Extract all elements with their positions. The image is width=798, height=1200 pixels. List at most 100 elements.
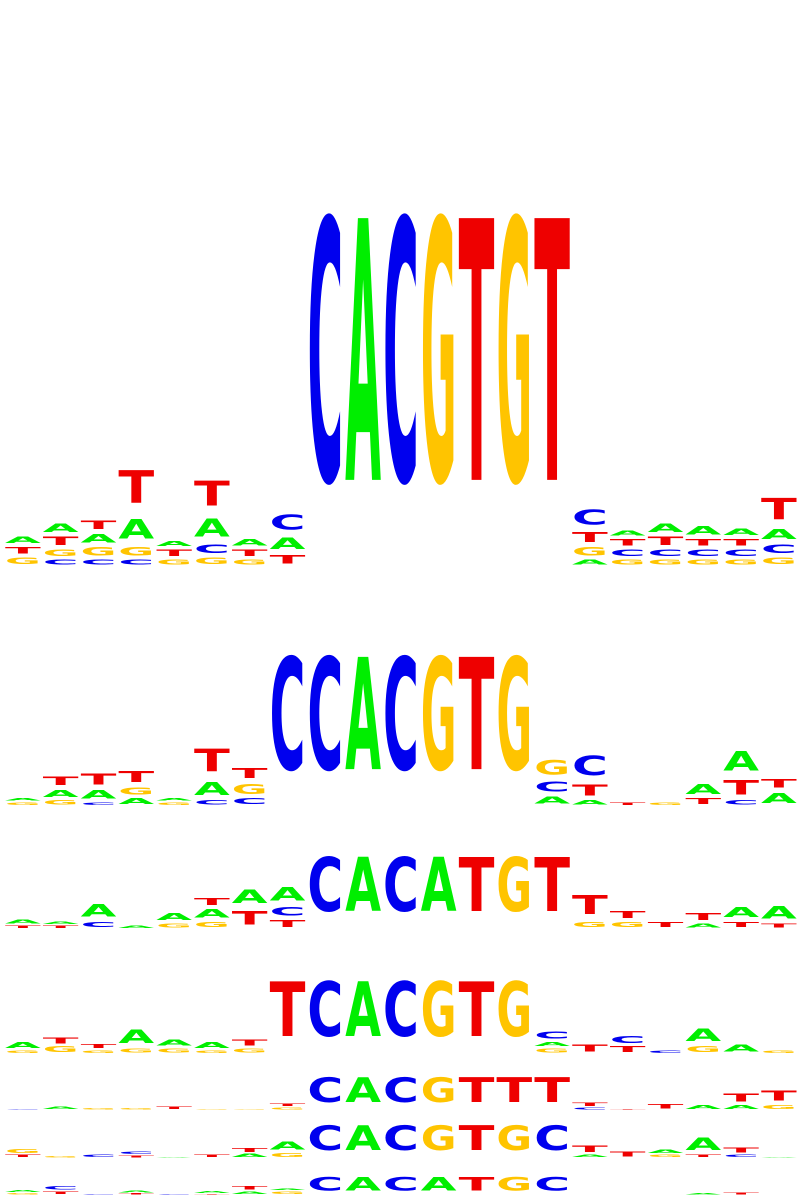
nucleotide-G: G bbox=[685, 558, 721, 566]
nucleotide-A: A bbox=[118, 797, 154, 806]
nucleotide-A: A bbox=[534, 1041, 570, 1048]
nucleotide-T: T bbox=[572, 529, 608, 545]
nucleotide-G: G bbox=[194, 921, 230, 930]
logo-column: G bbox=[496, 149, 532, 566]
nucleotide-C: C bbox=[270, 905, 306, 918]
logo-column: G bbox=[43, 1156, 79, 1158]
nucleotide-T: T bbox=[572, 890, 609, 920]
nucleotide-G: G bbox=[270, 1107, 306, 1110]
nucleotide-T: T bbox=[685, 797, 721, 806]
nucleotide-C: C bbox=[723, 799, 759, 806]
nucleotide-C: C bbox=[81, 558, 117, 566]
nucleotide-A: A bbox=[421, 1173, 458, 1195]
nucleotide-C: C bbox=[572, 1107, 608, 1110]
nucleotide-A: A bbox=[194, 1191, 231, 1194]
nucleotide-T: T bbox=[459, 1173, 495, 1195]
nucleotide-T: T bbox=[118, 461, 155, 513]
nucleotide-A: A bbox=[270, 1188, 307, 1190]
logo-column: C bbox=[307, 1070, 343, 1110]
logo-column: C bbox=[383, 1118, 419, 1158]
nucleotide-G: G bbox=[648, 1154, 684, 1158]
nucleotide-T: T bbox=[118, 768, 155, 786]
logo-column: C bbox=[383, 1173, 419, 1195]
logo-column: A bbox=[761, 1157, 798, 1158]
nucleotide-A: A bbox=[610, 529, 646, 537]
nucleotide-A: A bbox=[685, 524, 721, 537]
nucleotide-T: T bbox=[194, 475, 230, 514]
nucleotide-C: C bbox=[81, 1154, 117, 1158]
logo-column: C bbox=[534, 1118, 570, 1158]
logo-column: CAT bbox=[194, 744, 231, 806]
nucleotide-A: A bbox=[194, 780, 230, 800]
nucleotide-C: C bbox=[610, 548, 646, 558]
logo-column: GTA bbox=[156, 540, 192, 566]
logo-column: C bbox=[648, 1050, 684, 1054]
logo-column: A bbox=[345, 1118, 381, 1158]
nucleotide-G: G bbox=[685, 1045, 721, 1054]
logo-column: TA bbox=[761, 904, 798, 929]
nucleotide-T: T bbox=[761, 494, 797, 528]
logo-column: T bbox=[156, 1106, 193, 1110]
nucleotide-G: G bbox=[118, 545, 154, 558]
logo-column: T bbox=[534, 1071, 570, 1110]
logo-column: GT bbox=[43, 1036, 79, 1054]
logo-column: C bbox=[307, 1118, 343, 1158]
logo-column: AT bbox=[761, 777, 798, 806]
nucleotide-T: T bbox=[610, 1045, 646, 1054]
nucleotide-G: G bbox=[648, 558, 684, 566]
nucleotide-A: A bbox=[118, 1190, 155, 1193]
logo-column: GTA bbox=[5, 534, 41, 566]
nucleotide-T: T bbox=[5, 1154, 42, 1158]
nucleotide-G: G bbox=[43, 1045, 79, 1054]
nucleotide-A: A bbox=[572, 558, 608, 566]
logo-column: C bbox=[307, 966, 343, 1054]
nucleotide-A: A bbox=[43, 920, 80, 924]
nucleotide-T: T bbox=[610, 1109, 647, 1110]
nucleotide-T: T bbox=[5, 925, 42, 929]
nucleotide-T: T bbox=[723, 920, 759, 929]
nucleotide-T: T bbox=[459, 1119, 495, 1158]
nucleotide-T: T bbox=[723, 1092, 759, 1104]
nucleotide-A: A bbox=[572, 799, 608, 806]
nucleotide-G: G bbox=[421, 149, 457, 566]
nucleotide-T: T bbox=[232, 766, 268, 782]
logo-column: CAT bbox=[81, 770, 118, 806]
logo-column: G bbox=[81, 1108, 117, 1110]
logo-column: GA bbox=[648, 1149, 685, 1158]
logo-column: A bbox=[345, 966, 381, 1054]
nucleotide-G: G bbox=[496, 1173, 532, 1195]
logo-column: AT bbox=[232, 1147, 269, 1158]
nucleotide-C: C bbox=[118, 1151, 154, 1155]
nucleotide-C: C bbox=[572, 750, 608, 781]
logo-column: CGT bbox=[232, 766, 268, 806]
logo-column: A bbox=[421, 1173, 458, 1195]
nucleotide-T: T bbox=[43, 1036, 79, 1045]
nucleotide-C: C bbox=[383, 1173, 419, 1195]
nucleotide-T: T bbox=[194, 744, 231, 780]
logo-column: G bbox=[232, 1109, 268, 1110]
nucleotide-A: A bbox=[761, 1157, 798, 1158]
logo-column: G bbox=[421, 967, 457, 1054]
nucleotide-C: C bbox=[307, 1070, 343, 1110]
nucleotide-A: A bbox=[156, 912, 192, 923]
nucleotide-C: C bbox=[534, 1030, 570, 1041]
nucleotide-A: A bbox=[761, 904, 797, 923]
nucleotide-G: G bbox=[610, 558, 646, 566]
nucleotide-G: G bbox=[43, 799, 79, 806]
logo-column: C bbox=[81, 1194, 117, 1195]
logo-column: C bbox=[270, 626, 306, 805]
nucleotide-A: A bbox=[156, 1039, 192, 1048]
nucleotide-G: G bbox=[43, 548, 79, 558]
nucleotide-G: G bbox=[194, 556, 230, 566]
logo-column: AGT bbox=[118, 768, 155, 806]
nucleotide-T: T bbox=[723, 1146, 759, 1154]
nucleotide-T: T bbox=[534, 843, 570, 930]
logo-column: T bbox=[610, 801, 647, 806]
logo-column: GT bbox=[270, 1103, 307, 1110]
nucleotide-G: G bbox=[496, 149, 532, 566]
nucleotide-T: T bbox=[270, 1103, 307, 1107]
